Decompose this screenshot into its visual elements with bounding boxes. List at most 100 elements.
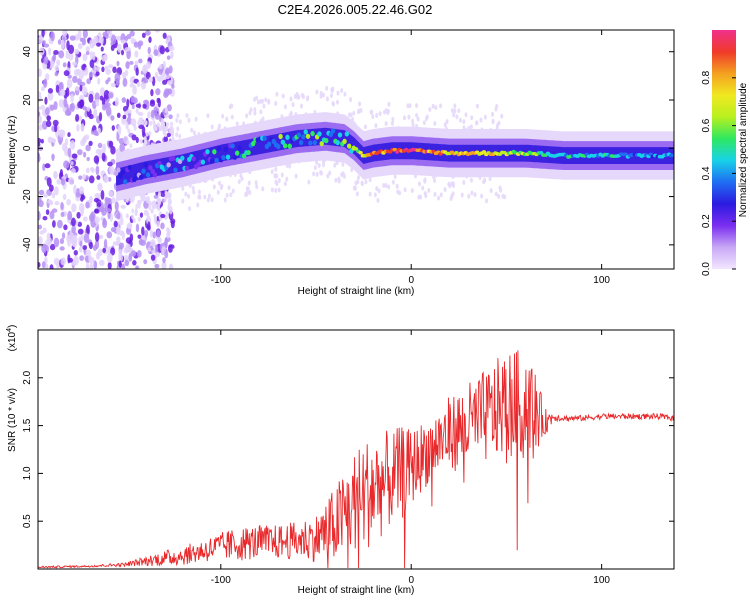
noise-blob [98, 259, 105, 267]
snr-xtick-label: 100 [593, 575, 610, 586]
halo-blob [439, 103, 443, 109]
noise-blob [132, 84, 137, 95]
ridge-point [118, 173, 123, 179]
ridge-point [237, 145, 242, 151]
noise-blob [86, 224, 90, 235]
ridge-point [214, 157, 219, 164]
noise-blob [38, 152, 41, 163]
halo-blob [289, 110, 293, 116]
ridge-point [342, 138, 347, 144]
halo-blob [154, 126, 158, 132]
noise-blob [147, 46, 151, 55]
noise-blob [82, 30, 88, 39]
colorbar-tick-label: 0.2 [701, 214, 712, 228]
noise-blob [52, 119, 59, 127]
halo-blob [340, 88, 344, 94]
noise-blob [41, 261, 46, 269]
halo-blob [374, 123, 378, 129]
noise-blob [152, 231, 156, 239]
noise-blob [49, 264, 54, 269]
noise-blob [58, 50, 65, 59]
halo-blob [391, 116, 395, 122]
noise-blob [63, 224, 68, 231]
noise-blob [40, 105, 46, 110]
halo-blob [375, 186, 379, 192]
halo-blob [230, 114, 234, 120]
noise-blob [97, 77, 101, 85]
noise-blob [101, 66, 105, 73]
noise-blob [59, 238, 65, 245]
snr-xtick-label: 0 [408, 575, 414, 586]
halo-blob [155, 204, 159, 210]
noise-blob [53, 257, 60, 266]
noise-blob [58, 129, 65, 138]
noise-blob [103, 174, 109, 184]
ridge-point [308, 140, 313, 146]
halo-blob [473, 192, 477, 198]
halo-blob [235, 121, 239, 127]
noise-blob [70, 93, 74, 103]
noise-blob [92, 100, 97, 110]
noise-blob [80, 139, 86, 147]
ridge-point [145, 172, 151, 178]
noise-blob [51, 192, 56, 199]
noise-blob [68, 176, 74, 185]
halo-blob [321, 162, 325, 168]
halo-blob [125, 213, 129, 219]
noise-blob [150, 254, 156, 261]
noise-blob [60, 202, 64, 210]
noise-blob [63, 98, 68, 108]
noise-blob [66, 40, 70, 51]
halo-blob [152, 120, 156, 126]
halo-blob [148, 205, 152, 211]
noise-blob [79, 37, 84, 42]
noise-blob [62, 142, 67, 152]
noise-blob [71, 153, 78, 159]
noise-blob [143, 99, 149, 105]
halo-blob [191, 185, 195, 191]
halo-blob [453, 108, 457, 114]
noise-blob [138, 58, 143, 64]
ridge-point [139, 174, 144, 180]
halo-blob [453, 103, 457, 109]
ridge-point [157, 160, 162, 167]
noise-blob [66, 198, 71, 206]
spectrogram-ytick-label: 20 [22, 94, 33, 106]
noise-blob [99, 36, 104, 43]
halo-blob [334, 177, 338, 183]
halo-blob [355, 191, 359, 197]
halo-blob [357, 109, 361, 115]
noise-blob [135, 265, 139, 269]
noise-blob [149, 100, 156, 107]
ridge-point [120, 169, 126, 175]
noise-blob [82, 174, 87, 181]
noise-blob [46, 177, 52, 187]
noise-blob [49, 184, 54, 192]
noise-blob [44, 263, 49, 269]
halo-blob [352, 110, 356, 116]
halo-blob [457, 108, 461, 114]
halo-blob [267, 99, 271, 105]
colorbar-tick-label: 0.8 [701, 70, 712, 84]
noise-blob [43, 78, 48, 88]
noise-blob [77, 42, 83, 50]
halo-blob [194, 116, 198, 122]
noise-blob [167, 198, 172, 206]
noise-blob [101, 54, 107, 62]
noise-blob [164, 239, 168, 248]
halo-blob [225, 192, 229, 198]
ridge-point [298, 139, 304, 146]
ridge-point [209, 158, 215, 164]
snr-xlabel: Height of straight line (km) [298, 585, 415, 596]
noise-blob [68, 52, 74, 61]
ridge-point [330, 128, 336, 134]
noise-blob [79, 186, 84, 195]
halo-blob [411, 122, 415, 128]
halo-blob [341, 171, 345, 177]
halo-blob [170, 129, 174, 135]
noise-blob [88, 241, 93, 250]
noise-blob [49, 243, 56, 251]
noise-blob [45, 120, 52, 128]
halo-blob [283, 104, 287, 110]
ridge-point [205, 149, 210, 155]
